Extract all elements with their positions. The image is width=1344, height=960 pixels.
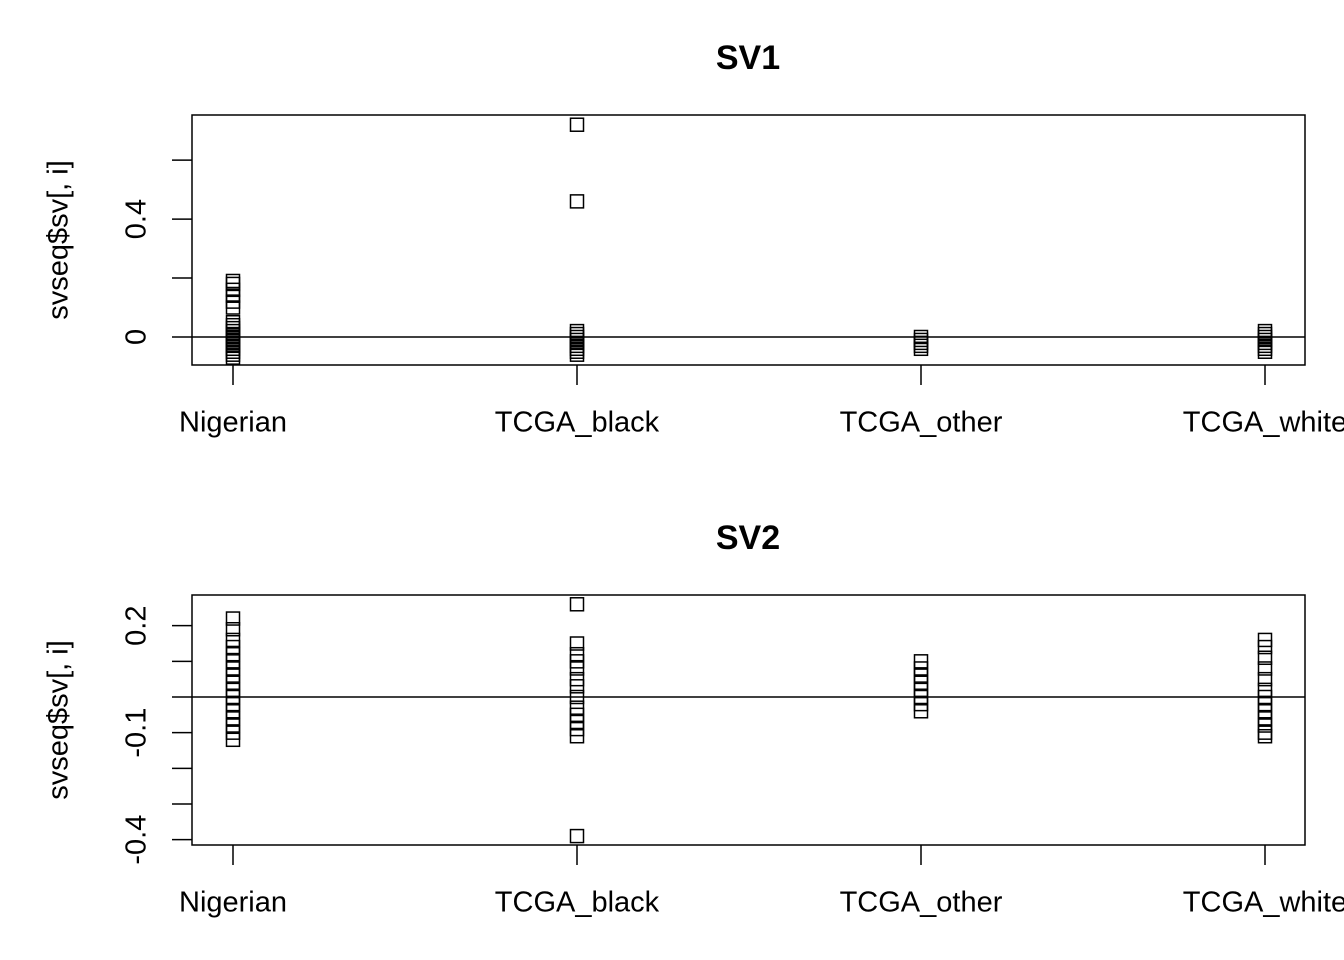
chart-title: SV1 (716, 39, 780, 77)
y-axis-label: svseq$sv[, i] (43, 640, 75, 800)
plot-frame (191, 594, 1306, 846)
point (1257, 639, 1273, 655)
y-tick-label: -0.1 (121, 708, 153, 758)
point (225, 273, 241, 289)
point (569, 828, 585, 844)
point (569, 728, 585, 744)
point (1257, 728, 1273, 744)
y-axis-label: svseq$sv[, i] (43, 160, 75, 320)
point (569, 194, 585, 209)
y-tick-label: 0.4 (121, 199, 153, 239)
x-tick-label: TCGA_white (1183, 887, 1344, 919)
point (1257, 661, 1273, 676)
y-tick-label: 0.2 (121, 606, 153, 646)
y-tick-label: 0 (121, 329, 153, 345)
plot-frame (191, 114, 1306, 366)
point (569, 636, 585, 651)
point (1257, 650, 1273, 666)
x-tick-label: Nigerian (179, 407, 287, 439)
point (569, 347, 585, 362)
y-tick-label: -0.4 (121, 815, 153, 865)
point (225, 621, 241, 637)
chart-title: SV2 (716, 519, 780, 557)
point (225, 350, 241, 365)
point (569, 689, 585, 705)
point (913, 704, 929, 719)
point (569, 661, 585, 676)
x-tick-label: TCGA_other (840, 407, 1003, 439)
point (569, 597, 585, 612)
point (569, 679, 585, 694)
x-tick-label: TCGA_white (1183, 407, 1344, 439)
point (913, 341, 929, 357)
point (1257, 671, 1273, 687)
x-tick-label: Nigerian (179, 887, 287, 919)
point (225, 611, 241, 626)
x-tick-label: TCGA_black (495, 887, 660, 919)
x-tick-label: TCGA_black (495, 407, 660, 439)
point (225, 300, 241, 315)
x-tick-label: TCGA_other (840, 887, 1003, 919)
point (569, 117, 585, 132)
point (225, 732, 241, 748)
point (1257, 344, 1273, 359)
